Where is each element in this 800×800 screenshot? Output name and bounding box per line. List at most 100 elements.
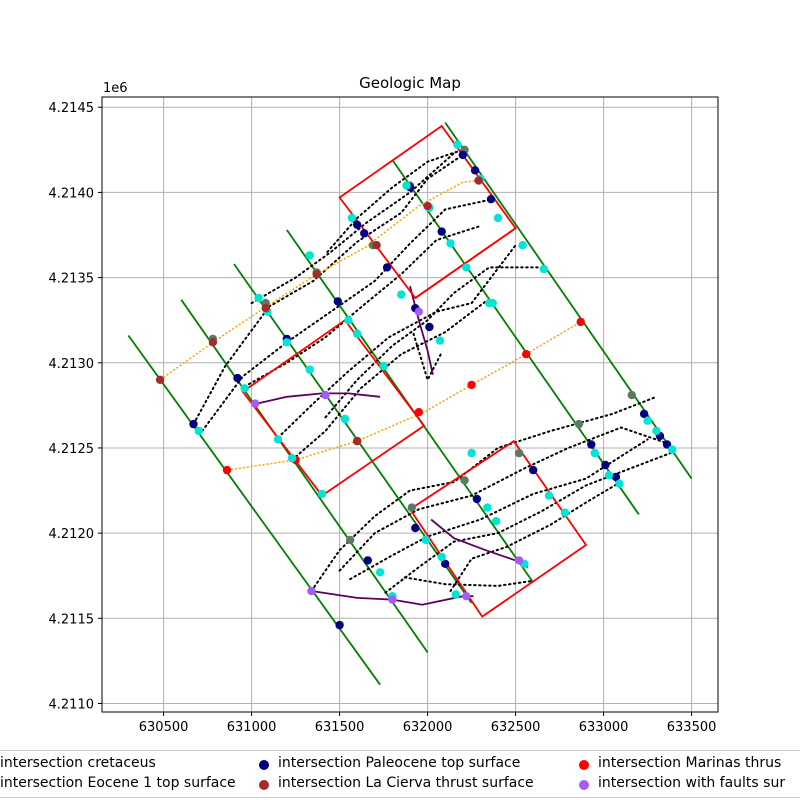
data-point [467,380,476,390]
contour-line [324,266,543,419]
data-point [194,426,203,436]
data-point [254,293,263,303]
data-point [639,409,649,419]
legend-label: intersection Paleocene top surface [278,755,521,771]
data-point [529,465,538,475]
grid [102,97,718,712]
data-point [282,338,291,347]
data-point [601,460,610,470]
data-point [340,414,350,424]
contour-line [326,148,464,253]
y-tick-label: 4.2125 [49,442,95,457]
data-point [437,552,446,562]
data-point [627,390,636,400]
profile-line [127,334,381,686]
contour-line [349,438,649,581]
data-point [347,213,357,223]
map-boxes [241,124,588,618]
data-point [346,535,355,545]
data-point [462,263,471,272]
data-point [287,454,297,463]
x-tick-label: 631000 [227,720,277,735]
y-tick-label: 4.2145 [49,101,95,116]
contour-line [277,244,517,439]
data-point [486,195,496,204]
data-point [435,336,445,345]
x-tick-label: 633000 [579,720,629,735]
contour-line [449,482,619,592]
data-point [360,229,369,238]
fault-line [409,285,434,375]
data-point [317,489,327,499]
series-intersection-la-cierva-thrust-surface [155,176,483,446]
legend-marker [579,760,589,770]
data-point [493,213,503,223]
legend-label: intersection with faults sur [598,775,786,791]
series-intersection-paleocene-top-surface [189,150,672,630]
data-point [333,297,342,306]
y-axis-ticks: 4.2110 4.2115 4.2120 4.2125 4.2130 4.2135 4.21… [49,101,102,712]
data-point [353,329,362,338]
y-tick-label: 4.2135 [49,272,95,287]
data-point [425,322,434,332]
data-point [335,620,344,630]
legend-marker [259,780,269,790]
data-point [652,426,661,436]
contour-line [403,576,535,587]
x-tick-label: 632000 [403,720,453,735]
data-point [467,448,476,458]
data-point [451,590,460,599]
intersection-points [155,140,677,630]
legend-marker [259,760,269,770]
data-point [522,350,531,359]
y-tick-label: 4.2130 [49,357,95,372]
data-point [488,298,497,308]
data-point [668,445,677,454]
contour-line [243,225,480,388]
data-point [460,476,469,485]
data-point [590,448,599,458]
data-point [222,465,232,475]
data-point [414,408,423,417]
data-point [576,317,585,327]
contour-line [338,426,672,572]
data-point [344,316,353,325]
data-point [353,220,362,229]
data-point [604,471,614,480]
data-point [472,494,482,504]
data-point [446,239,455,248]
data-point [208,338,218,347]
data-point [411,523,420,533]
contour-line [291,300,487,461]
contour-line [250,152,455,305]
data-point [240,384,249,393]
data-point [421,535,430,545]
data-point [514,556,524,565]
map-box [414,227,517,299]
contour-lines [192,148,672,594]
data-point [462,592,471,601]
data-point [518,241,527,250]
data-point [643,416,652,425]
contour-line [310,395,658,592]
series-intersection-with-faults-sur [250,307,524,604]
data-point [407,503,416,512]
y-tick-label: 4.2115 [49,612,95,627]
data-point [611,472,621,482]
data-point [470,166,480,175]
legend-label: intersection Marinas thrus [598,755,782,771]
data-point [539,264,548,274]
data-point [492,517,501,526]
y-tick-label: 4.2110 [49,697,95,712]
data-point [233,373,242,383]
contour-line [192,153,464,426]
legend: intersection cretaceus intersection Paleo… [0,750,800,798]
x-axis-ticks: 630500 631000 631500 632000 632500 633000 6335… [139,712,716,735]
data-point [544,491,554,500]
data-point [307,586,316,596]
data-point [250,399,260,408]
data-point [372,241,381,250]
data-point [375,568,385,577]
data-point [402,181,411,190]
